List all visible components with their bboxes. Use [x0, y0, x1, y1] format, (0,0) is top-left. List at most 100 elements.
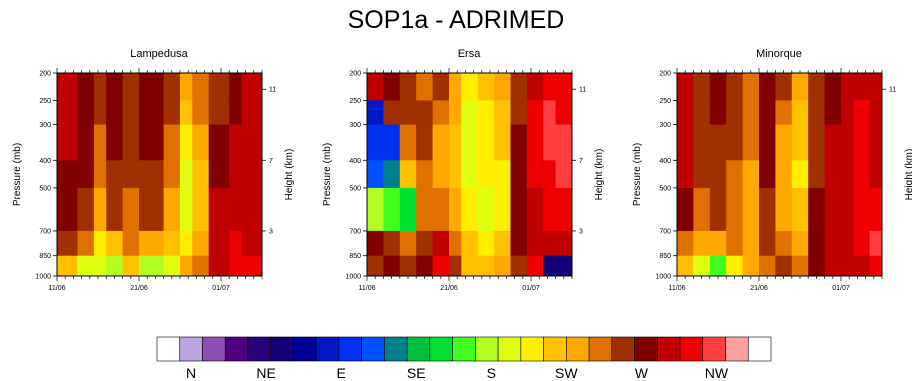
x-tick-label: 01/07 — [212, 285, 230, 292]
heatmap-cell — [241, 230, 262, 257]
heatmap-cell — [494, 255, 512, 276]
heatmap-cell — [742, 230, 760, 257]
heatmap-cell — [106, 230, 124, 257]
heatmap-cell — [241, 100, 262, 126]
heatmap-cell — [93, 187, 107, 232]
heatmap-cell — [510, 255, 528, 276]
heatmap-cell — [57, 73, 79, 102]
heatmap-cell — [399, 255, 417, 276]
heatmap-cell — [526, 230, 544, 257]
y-tick-label: 300 — [349, 122, 361, 129]
heatmap-cell — [449, 73, 462, 102]
y-tick-label: 300 — [659, 122, 671, 129]
heatmap-cell — [192, 160, 210, 189]
heatmap-cell — [742, 124, 760, 161]
heatmap-cell — [726, 255, 744, 276]
panel-field-2 — [677, 73, 882, 276]
heatmap-cell — [709, 187, 727, 232]
heatmap-cell — [208, 124, 230, 161]
heatmap-cell — [57, 160, 79, 189]
colorbar-label: W — [635, 365, 649, 381]
heatmap-cell — [416, 255, 434, 276]
heatmap-cell — [163, 124, 181, 161]
y-tick-label: 200 — [659, 71, 671, 78]
colorbar-box — [543, 336, 567, 362]
heatmap-cell — [853, 160, 871, 189]
heatmap-cell — [449, 100, 462, 126]
heatmap-cell — [759, 73, 776, 102]
heatmap-cell — [57, 255, 79, 276]
heatmap-cell — [494, 187, 512, 232]
y-tick-label: 500 — [349, 185, 361, 192]
y2-axis-label: Height (km) — [594, 149, 605, 201]
heatmap-cell — [449, 230, 462, 257]
heatmap-cell — [416, 100, 434, 126]
heatmap-cell — [869, 124, 882, 161]
heatmap-cell — [841, 124, 854, 161]
heatmap-cell — [163, 187, 181, 232]
heatmap-cell — [775, 255, 793, 276]
heatmap-cell — [122, 160, 140, 189]
heatmap-cell — [677, 187, 694, 232]
heatmap-cell — [93, 73, 107, 102]
heatmap-cell — [229, 187, 243, 232]
heatmap-cell — [510, 73, 528, 102]
heatmap-cell — [399, 187, 417, 232]
heatmap-cell — [241, 160, 262, 189]
heatmap-cell — [853, 255, 871, 276]
heatmap-cell — [869, 73, 882, 102]
heatmap-cell — [543, 255, 557, 276]
heatmap-cell — [241, 187, 262, 232]
heatmap-cell — [494, 100, 512, 126]
heatmap-cell — [808, 255, 826, 276]
heatmap-cell — [383, 187, 401, 232]
colorbar-box — [224, 336, 249, 362]
y-tick-label: 250 — [39, 98, 51, 105]
heatmap-cell — [510, 187, 528, 232]
heatmap-cell — [477, 230, 495, 257]
heatmap-cell — [709, 124, 727, 161]
heatmap-cell — [163, 100, 181, 126]
y-tick-label: 400 — [349, 158, 361, 165]
y2-tick-label: 7 — [579, 158, 583, 165]
y-tick-label: 850 — [39, 253, 51, 260]
heatmap-cell — [853, 124, 871, 161]
heatmap-cell — [693, 73, 711, 102]
y-tick-label: 300 — [39, 122, 51, 129]
heatmap-cell — [726, 100, 744, 126]
heatmap-cell — [139, 160, 165, 189]
heatmap-cell — [449, 160, 462, 189]
heatmap-cell — [57, 100, 79, 126]
heatmap-cell — [555, 230, 572, 257]
heatmap-cell — [416, 187, 434, 232]
colorbar-box — [656, 336, 681, 362]
heatmap-cell — [543, 124, 557, 161]
heatmap-cell — [461, 73, 479, 102]
x-tick-label: 11/06 — [359, 285, 376, 292]
heatmap-cell — [208, 230, 230, 257]
heatmap-cell — [106, 187, 124, 232]
y-tick-label: 400 — [39, 158, 51, 165]
heatmap-cell — [824, 230, 842, 257]
heatmap-cell — [555, 124, 572, 161]
heatmap-cell — [709, 230, 727, 257]
heatmap-cell — [824, 73, 842, 102]
panel-field-1 — [367, 73, 572, 276]
heatmap-cell — [494, 73, 512, 102]
heatmap-cell — [77, 160, 95, 189]
heatmap-cell — [759, 255, 776, 276]
y-axis-label: Pressure (mb) — [322, 143, 333, 206]
heatmap-cell — [853, 187, 871, 232]
heatmap-cell — [526, 255, 544, 276]
heatmap-cell — [163, 160, 181, 189]
heatmap-cell — [432, 160, 450, 189]
heatmap-cell — [139, 124, 165, 161]
heatmap-cell — [494, 160, 512, 189]
heatmap-cell — [122, 124, 140, 161]
heatmap-cell — [693, 160, 711, 189]
y2-tick-label: 7 — [269, 158, 273, 165]
colorbar-box — [293, 336, 317, 362]
heatmap-cell — [791, 187, 809, 232]
heatmap-cell — [399, 100, 417, 126]
heatmap-cell — [229, 160, 243, 189]
